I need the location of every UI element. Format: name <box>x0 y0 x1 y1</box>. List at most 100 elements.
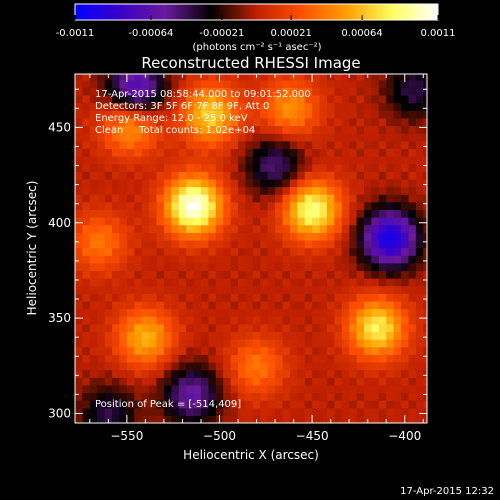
heatmap-cell <box>171 239 180 249</box>
heatmap-cell <box>163 369 172 378</box>
heatmap-cell <box>104 156 113 165</box>
heatmap-cell <box>423 331 427 340</box>
heatmap-cell <box>364 194 373 203</box>
heatmap-cell <box>260 224 269 233</box>
heatmap-cell <box>386 171 395 180</box>
heatmap-cell <box>186 377 195 386</box>
heatmap-cell <box>312 156 321 165</box>
heatmap-cell <box>141 171 150 180</box>
heatmap-cell <box>230 300 239 310</box>
heatmap-cell <box>97 308 106 317</box>
heatmap-cell <box>112 224 121 233</box>
heatmap-cell <box>186 186 195 195</box>
heatmap-cell <box>200 354 209 363</box>
heatmap-cell <box>349 285 358 294</box>
heatmap-cell <box>378 262 387 272</box>
heatmap-cell <box>252 278 261 287</box>
heatmap-cell <box>75 407 84 416</box>
heatmap-cell <box>156 308 165 317</box>
heatmap-cell <box>275 201 284 211</box>
heatmap-cell <box>200 133 209 142</box>
heatmap-cell <box>208 354 217 363</box>
heatmap-cell <box>341 384 350 394</box>
heatmap-cell <box>341 361 350 371</box>
heatmap-cell <box>423 117 427 127</box>
heatmap-cell <box>230 125 239 134</box>
heatmap-cell <box>119 285 128 294</box>
heatmap-cell <box>267 239 276 249</box>
heatmap-cell <box>238 201 247 211</box>
heatmap-cell <box>423 102 427 111</box>
heatmap-cell <box>326 323 335 333</box>
heatmap-cell <box>97 239 106 249</box>
heatmap-cell <box>149 94 158 104</box>
heatmap-cell <box>319 133 328 142</box>
heatmap-cell <box>341 308 350 317</box>
footer-timestamp: 17-Apr-2015 12:32 <box>400 486 494 497</box>
heatmap-cell <box>178 316 187 325</box>
heatmap-cell <box>408 163 417 172</box>
heatmap-cell <box>230 74 239 81</box>
heatmap-cell <box>89 331 98 340</box>
heatmap-cell <box>386 102 395 111</box>
heatmap-cell <box>208 79 217 88</box>
heatmap-cell <box>371 133 380 142</box>
heatmap-cell <box>193 293 202 302</box>
heatmap-cell <box>134 178 143 188</box>
heatmap-cell <box>312 400 321 409</box>
y-tick-label: 400 <box>48 216 71 230</box>
heatmap-cell <box>371 186 380 195</box>
heatmap-cell <box>378 331 387 340</box>
heatmap-cell <box>252 232 261 241</box>
heatmap-cell <box>112 117 121 127</box>
heatmap-cell <box>364 247 373 256</box>
heatmap-cell <box>193 255 202 264</box>
heatmap-cell <box>260 316 269 325</box>
heatmap-cell <box>178 323 187 333</box>
heatmap-cell <box>141 346 150 355</box>
heatmap-cell <box>252 194 261 203</box>
heatmap-cell <box>401 87 410 96</box>
heatmap-cell <box>200 331 209 340</box>
heatmap-cell <box>112 316 121 325</box>
heatmap-cell <box>319 308 328 317</box>
heatmap-cell <box>238 125 247 134</box>
heatmap-cell <box>141 392 150 401</box>
heatmap-cell <box>297 369 306 378</box>
heatmap-cell <box>312 339 321 348</box>
heatmap-cell <box>356 278 365 287</box>
heatmap-cell <box>252 87 261 96</box>
heatmap-cell <box>238 110 247 119</box>
heatmap-cell <box>193 323 202 333</box>
heatmap-cell <box>282 346 291 355</box>
heatmap-cell <box>171 209 180 218</box>
heatmap-cell <box>297 110 306 119</box>
heatmap-cell <box>104 171 113 180</box>
heatmap-cell <box>215 316 224 325</box>
heatmap-cell <box>312 117 321 127</box>
heatmap-cell <box>341 346 350 355</box>
heatmap-cell <box>304 293 313 302</box>
heatmap-cell <box>326 186 335 195</box>
heatmap-cell <box>282 415 291 423</box>
heatmap-cell <box>104 117 113 127</box>
heatmap-cell <box>349 323 358 333</box>
heatmap-cell <box>141 148 150 157</box>
heatmap-cell <box>141 224 150 233</box>
heatmap-cell <box>386 384 395 394</box>
heatmap-cell <box>186 140 195 149</box>
heatmap-cell <box>260 293 269 302</box>
heatmap-cell <box>186 300 195 310</box>
heatmap-cell <box>163 262 172 272</box>
heatmap-cell <box>141 209 150 218</box>
heatmap-cell <box>267 285 276 294</box>
heatmap-cell <box>126 217 135 226</box>
heatmap-cell <box>193 278 202 287</box>
heatmap-cell <box>200 171 209 180</box>
heatmap-cell <box>75 102 84 111</box>
heatmap-cell <box>82 186 91 195</box>
heatmap-cell <box>193 415 202 423</box>
heatmap-cell <box>312 102 321 111</box>
heatmap-cell <box>200 163 209 172</box>
heatmap-cell <box>112 278 121 287</box>
